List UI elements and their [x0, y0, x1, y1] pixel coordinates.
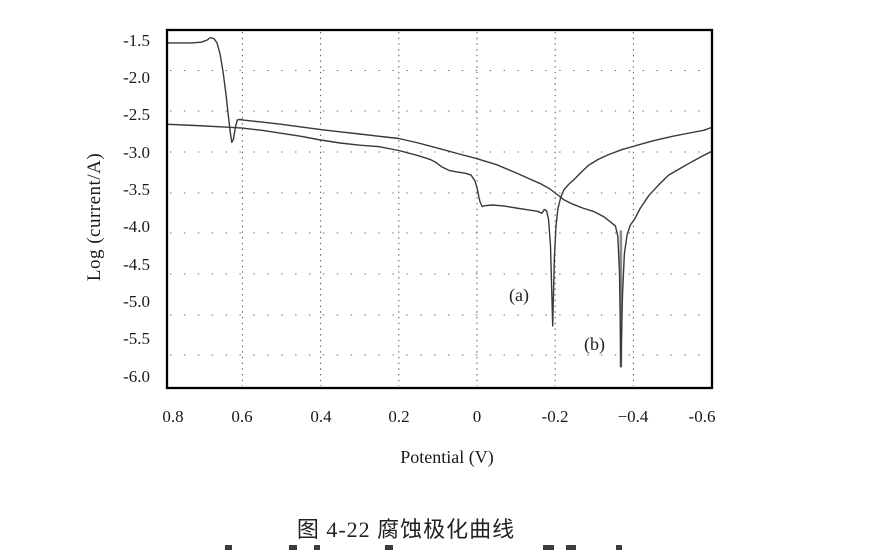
clipped-text-fragment — [225, 545, 232, 550]
x-tick-label-−0.4: −0.4 — [617, 407, 649, 426]
curve-b — [168, 37, 711, 368]
y-tick-label--5.5: -5.5 — [123, 329, 150, 348]
clipped-text-fragment — [616, 545, 622, 550]
x-tick-label-0.6: 0.6 — [231, 407, 253, 426]
x-tick-label--0.6: -0.6 — [688, 407, 716, 426]
clipped-text-fragment — [314, 545, 320, 550]
plot-border — [165, 28, 714, 390]
x-tick-label-0.2: 0.2 — [388, 407, 410, 426]
clipped-text-fragment — [543, 545, 554, 550]
y-tick-label--2.0: -2.0 — [123, 68, 150, 87]
x-axis-title: Potential (V) — [400, 447, 494, 467]
y-tick-label--3.0: -3.0 — [123, 143, 150, 162]
y-tick-label--2.5: -2.5 — [123, 105, 150, 124]
y-tick-label--1.5: -1.5 — [123, 31, 150, 50]
x-tick-label-0: 0 — [472, 407, 482, 426]
x-tick-label--0.2: -0.2 — [541, 407, 569, 426]
y-axis-title: Log (current/A) — [84, 152, 105, 282]
y-tick-label--4.5: -4.5 — [123, 255, 150, 274]
y-tick-label--6.0: -6.0 — [123, 367, 150, 386]
x-tick-label-0.8: 0.8 — [162, 407, 184, 426]
figure-caption: 图 4-22 腐蚀极化曲线 — [296, 517, 516, 542]
y-tick-label--3.5: -3.5 — [123, 180, 150, 199]
clipped-text-fragment — [566, 545, 576, 550]
curve-a-label: (a) — [509, 285, 529, 305]
curve-b-label: (b) — [584, 334, 605, 354]
y-tick-label--5.0: -5.0 — [123, 292, 150, 311]
curve-a — [168, 123, 711, 327]
y-tick-label--4.0: -4.0 — [123, 217, 150, 236]
clipped-text-fragment — [289, 545, 297, 550]
x-tick-label-0.4: 0.4 — [310, 407, 332, 426]
clipped-text-fragment — [385, 545, 393, 550]
